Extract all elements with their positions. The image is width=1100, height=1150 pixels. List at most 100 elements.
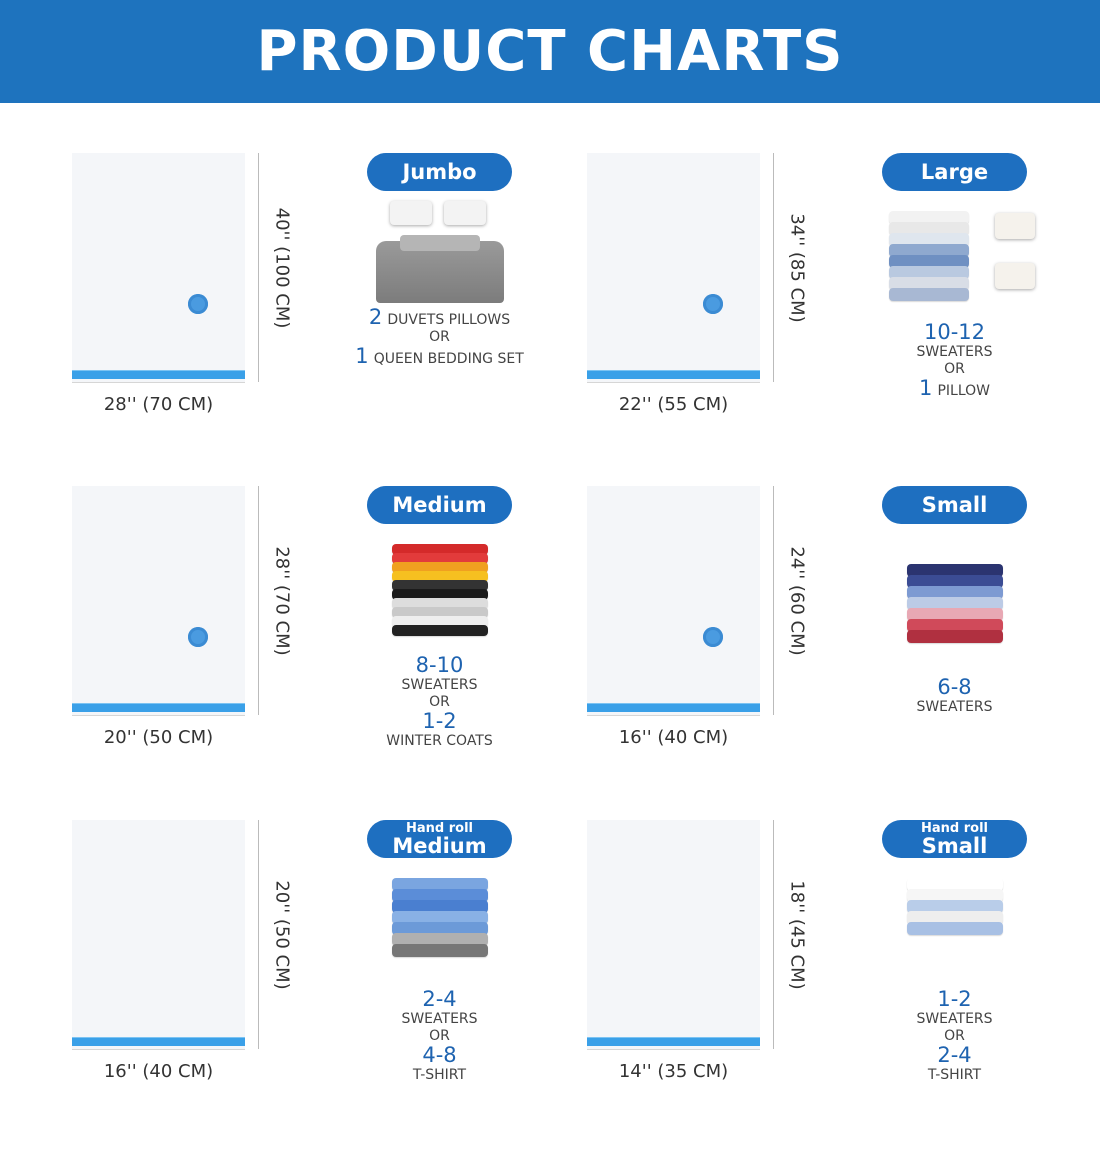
garment-layer bbox=[391, 944, 488, 957]
capacity-line: 2-4 bbox=[937, 1044, 971, 1066]
garment-layer bbox=[391, 933, 488, 946]
capacity-number: 6-8 bbox=[937, 675, 972, 699]
garment-layer bbox=[888, 233, 969, 246]
capacity-number: 2-4 bbox=[937, 1042, 972, 1067]
bag-diagram bbox=[72, 820, 245, 1050]
capacity-number: 4-8 bbox=[422, 1042, 457, 1067]
garment-layer bbox=[906, 575, 1003, 588]
capacity-line: SWEATERS bbox=[916, 698, 992, 715]
size-badge-name: Jumbo bbox=[402, 159, 477, 184]
capacity-line: OR bbox=[944, 360, 965, 377]
size-badge-name: Small bbox=[921, 833, 988, 858]
colorful-sweaters-image bbox=[370, 534, 510, 654]
pillow-icon bbox=[389, 201, 432, 225]
garment-layer bbox=[391, 900, 488, 913]
capacity-text: 10-12 SWEATERS OR 1 PILLOW bbox=[916, 321, 992, 399]
capacity-line: SWEATERS bbox=[401, 676, 477, 693]
garment-layer bbox=[906, 597, 1003, 610]
capacity-label: DUVETS PILLOWS bbox=[387, 312, 511, 328]
product-card: 28'' (70 CM) 20'' (50 CM) Medium 8-10 SWEATE… bbox=[72, 486, 587, 816]
pillow-icon bbox=[443, 201, 486, 225]
height-label: 34'' (85 CM) bbox=[786, 213, 808, 323]
product-card: 34'' (85 CM) 22'' (55 CM) Large 10-12 SWEATE… bbox=[587, 153, 1100, 483]
capacity-label: PILLOW bbox=[937, 382, 990, 399]
height-dimension-line bbox=[773, 486, 774, 715]
capacity-text: 1-2 SWEATERS OR 2-4 T-SHIRT bbox=[916, 988, 992, 1082]
capacity-line: 1 PILLOW bbox=[919, 377, 990, 399]
garment-layer bbox=[391, 580, 488, 591]
height-dimension-line bbox=[773, 153, 774, 382]
product-card: 24'' (60 CM) 16'' (40 CM) Small 6-8 SWEATERS bbox=[587, 486, 1100, 816]
valve-icon bbox=[703, 627, 723, 647]
bag-diagram bbox=[72, 486, 245, 716]
capacity-text: 6-8 SWEATERS bbox=[916, 676, 992, 715]
garment-layer bbox=[391, 878, 488, 891]
size-badge-name: Large bbox=[920, 159, 989, 184]
height-label: 28'' (70 CM) bbox=[271, 546, 293, 656]
garment-layer bbox=[888, 266, 969, 279]
garment-layer bbox=[906, 630, 1003, 643]
capacity-line: 1-2 bbox=[937, 988, 971, 1010]
garment-layer bbox=[391, 562, 488, 573]
width-label: 16'' (40 CM) bbox=[103, 1061, 214, 1082]
garment-layer bbox=[888, 277, 969, 290]
capacity-label: OR bbox=[944, 1027, 965, 1044]
zipper-strip bbox=[587, 1037, 760, 1046]
capacity-label: OR bbox=[429, 1027, 450, 1044]
bedding-image bbox=[370, 201, 510, 306]
garment-layer bbox=[391, 607, 488, 618]
width-label: 20'' (50 CM) bbox=[103, 727, 214, 748]
capacity-line: OR bbox=[429, 1027, 450, 1044]
capacity-line: OR bbox=[429, 693, 450, 710]
garment-layer bbox=[391, 889, 488, 902]
header-banner: PRODUCT CHARTS bbox=[0, 0, 1100, 103]
product-card: 20'' (50 CM) 16'' (40 CM) Hand roll Medium 2… bbox=[72, 820, 587, 1150]
capacity-number: 1-2 bbox=[422, 708, 457, 733]
garment-layer bbox=[888, 244, 969, 257]
garment-layer bbox=[906, 608, 1003, 621]
size-badge-name: Medium bbox=[392, 833, 487, 858]
capacity-text: 2-4 SWEATERS OR 4-8 T-SHIRT bbox=[401, 988, 477, 1082]
product-info: Small 6-8 SWEATERS bbox=[867, 486, 1042, 715]
garment-layer bbox=[391, 911, 488, 924]
page-title: PRODUCT CHARTS bbox=[256, 19, 844, 84]
capacity-number: 1 bbox=[355, 343, 369, 368]
height-dimension-line bbox=[258, 486, 259, 715]
capacity-line: SWEATERS bbox=[916, 1010, 992, 1027]
size-badge-name: Small bbox=[921, 492, 988, 517]
pillow-icon bbox=[994, 263, 1035, 289]
capacity-number: 1-2 bbox=[937, 987, 972, 1011]
zipper-strip bbox=[72, 703, 245, 712]
capacity-line: WINTER COATS bbox=[386, 732, 493, 749]
garment-layer bbox=[888, 211, 969, 224]
garment-layer bbox=[906, 911, 1003, 924]
product-card: 40'' (100 CM) 28'' (70 CM) Jumbo 2 DUVETS P… bbox=[72, 153, 587, 483]
capacity-label: T-SHIRT bbox=[412, 1066, 467, 1083]
capacity-line: OR bbox=[429, 328, 450, 345]
bag-diagram bbox=[587, 486, 760, 716]
capacity-line: 1 QUEEN BEDDING SET bbox=[355, 345, 524, 367]
bag-diagram bbox=[72, 153, 245, 383]
capacity-number: 8-10 bbox=[415, 653, 464, 677]
capacity-label: OR bbox=[429, 329, 450, 346]
capacity-line: 8-10 bbox=[416, 654, 464, 676]
capacity-number: 2-4 bbox=[422, 987, 457, 1011]
pillow-icon bbox=[994, 213, 1035, 239]
height-label: 20'' (50 CM) bbox=[271, 880, 293, 990]
product-info: Jumbo 2 DUVETS PILLOWS OR 1 QUEEN BEDDING S… bbox=[352, 153, 527, 367]
capacity-label: SWEATERS bbox=[401, 677, 478, 694]
folded-sweaters-image bbox=[885, 534, 1025, 654]
product-info: Medium 8-10 SWEATERS OR 1-2 WINTER COATS bbox=[352, 486, 527, 748]
capacity-line: 6-8 bbox=[937, 676, 971, 698]
zipper-strip bbox=[72, 1037, 245, 1046]
garment-layer bbox=[391, 589, 488, 600]
capacity-line: T-SHIRT bbox=[413, 1066, 466, 1083]
garment-layer bbox=[391, 616, 488, 627]
zipper-strip bbox=[72, 370, 245, 379]
capacity-line: 10-12 bbox=[924, 321, 985, 343]
size-badge: Jumbo bbox=[367, 153, 512, 191]
sweaters-and-pillows-image bbox=[885, 201, 1035, 321]
product-info: Large 10-12 SWEATERS OR 1 PILLOW bbox=[867, 153, 1042, 399]
size-badge: Large bbox=[882, 153, 1027, 191]
size-badge: Hand roll Small bbox=[882, 820, 1027, 858]
